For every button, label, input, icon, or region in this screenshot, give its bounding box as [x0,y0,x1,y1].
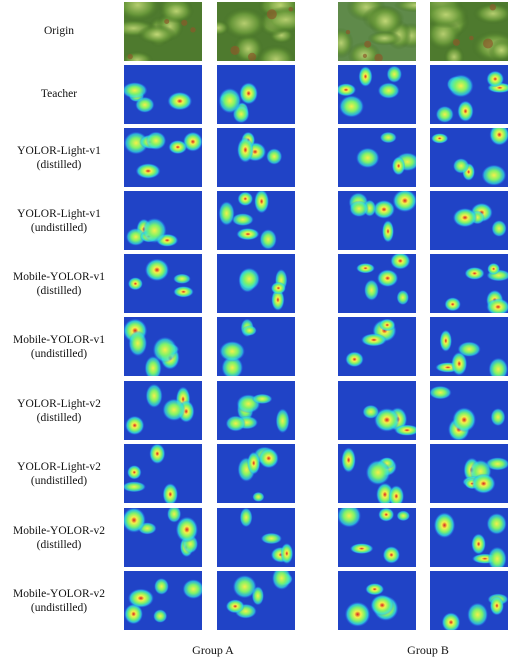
row-label-line1: Mobile-YOLOR-v1 [13,271,105,283]
row-label-line1: YOLOR-Light-v2 [17,398,101,410]
row-label: Origin [0,24,118,38]
row-label-line1: Mobile-YOLOR-v2 [13,525,105,537]
row-label: Mobile-YOLOR-v1 (undistilled) [0,333,118,361]
origin-leaf-image [217,2,295,61]
heatmap-image [217,508,295,567]
row-label-line2: (distilled) [36,412,82,424]
row-label-line2: (undistilled) [30,602,88,614]
heatmap-image [217,444,295,503]
heatmap-image [430,508,508,567]
heatmap-image [217,254,295,313]
heatmap-image [124,65,202,124]
row-label-line1: YOLOR-Light-v1 [17,145,101,157]
group-b-caption: Group B [407,643,449,657]
heatmap-image [217,128,295,187]
row-label-line2: (undistilled) [30,222,88,234]
row-label: Mobile-YOLOR-v1 (distilled) [0,270,118,298]
heatmap-image [124,191,202,250]
heatmap-image [124,571,202,630]
heatmap-image [217,381,295,440]
heatmap-image [124,254,202,313]
row-label-line1: YOLOR-Light-v2 [17,461,101,473]
group-a-caption: Group A [192,643,234,657]
heatmap-image [430,444,508,503]
heatmap-image [430,254,508,313]
heatmap-image [338,65,416,124]
row-label-line1: Origin [43,25,75,37]
row-label: YOLOR-Light-v1 (distilled) [0,144,118,172]
heatmap-image [338,191,416,250]
origin-leaf-image [338,2,416,61]
heatmap-image [217,191,295,250]
row-label-line2: (distilled) [36,539,82,551]
row-label: YOLOR-Light-v2 (distilled) [0,397,118,425]
heatmap-image [338,444,416,503]
heatmap-image [124,381,202,440]
heatmap-image [338,571,416,630]
row-label-line2: (undistilled) [30,348,88,360]
heatmap-image [217,571,295,630]
heatmap-image [338,128,416,187]
heatmap-image [430,317,508,376]
heatmap-image [430,191,508,250]
row-label: YOLOR-Light-v2 (undistilled) [0,460,118,488]
heatmap-image [338,317,416,376]
heatmap-image [430,381,508,440]
heatmap-image [217,317,295,376]
heatmap-image [338,381,416,440]
row-label-line1: Teacher [40,88,78,100]
row-label-line1: Mobile-YOLOR-v2 [13,588,105,600]
heatmap-image [124,128,202,187]
heatmap-image [430,65,508,124]
row-label: Mobile-YOLOR-v2 (undistilled) [0,587,118,615]
row-label: Teacher [0,87,118,101]
row-label-line2: (distilled) [36,285,82,297]
heatmap-image [430,571,508,630]
row-label-line1: YOLOR-Light-v1 [17,208,101,220]
row-label-line1: Mobile-YOLOR-v1 [13,334,105,346]
heatmap-image [430,128,508,187]
heatmap-image [124,508,202,567]
origin-leaf-image [430,2,508,61]
heatmap-image [217,65,295,124]
row-label-line2: (distilled) [36,159,82,171]
heatmap-image [338,508,416,567]
origin-leaf-image [124,2,202,61]
heatmap-image [124,317,202,376]
row-label-line2: (undistilled) [30,475,88,487]
heatmap-image [124,444,202,503]
heatmap-image [338,254,416,313]
row-label: Mobile-YOLOR-v2 (distilled) [0,524,118,552]
row-label: YOLOR-Light-v1 (undistilled) [0,207,118,235]
